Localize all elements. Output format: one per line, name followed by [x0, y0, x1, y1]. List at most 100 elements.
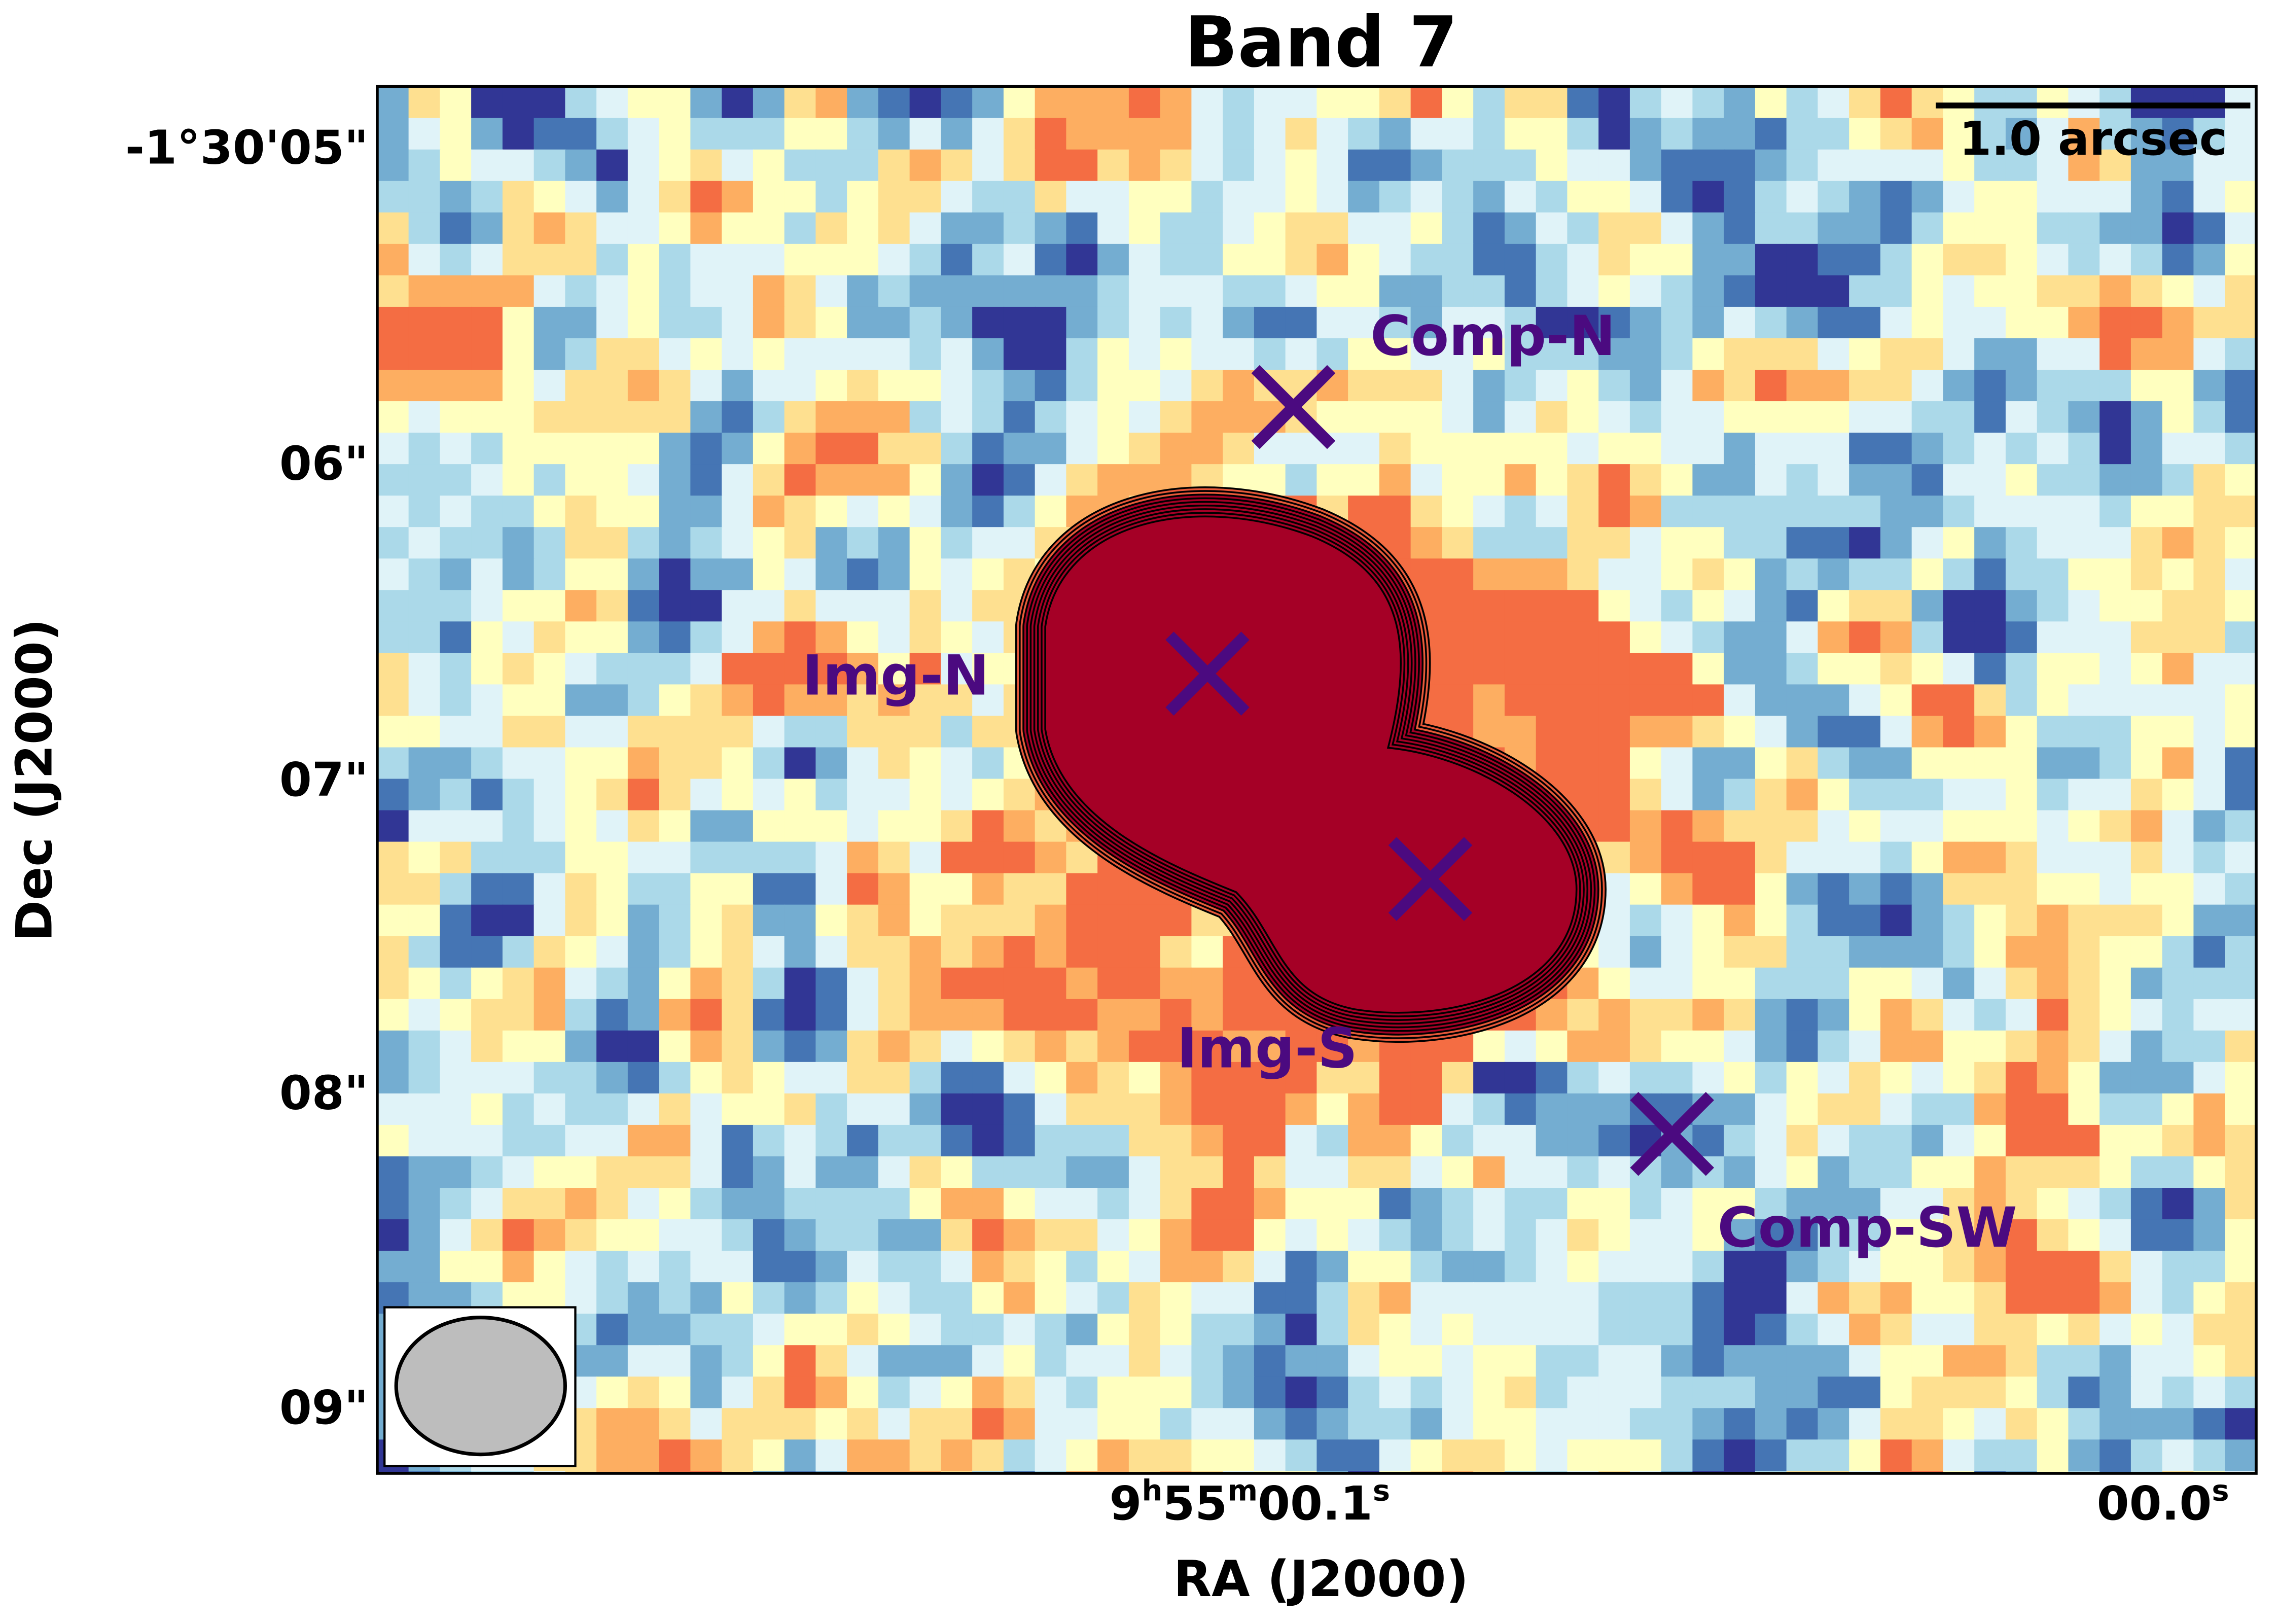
pixel — [941, 747, 973, 780]
pixel — [1066, 212, 1098, 245]
pixel — [1661, 904, 1693, 937]
pixel — [1410, 338, 1443, 371]
pixel — [941, 1219, 973, 1252]
pixel — [815, 779, 848, 811]
pixel — [471, 999, 504, 1032]
pixel — [1410, 370, 1443, 402]
pixel — [1035, 1062, 1067, 1095]
pixel — [815, 275, 848, 308]
pixel — [377, 904, 410, 937]
pixel — [690, 306, 723, 339]
pixel — [753, 1156, 786, 1189]
pixel — [815, 684, 848, 717]
pixel — [408, 684, 441, 717]
pixel — [815, 464, 848, 497]
pixel — [1504, 1093, 1537, 1126]
pixel — [815, 999, 848, 1032]
pixel — [753, 1314, 786, 1346]
pixel — [377, 590, 410, 622]
pixel — [2130, 527, 2163, 559]
pixel — [627, 967, 660, 1000]
pixel — [1442, 118, 1474, 151]
pixel — [1755, 716, 1788, 748]
pixel — [1442, 1345, 1474, 1378]
pixel — [722, 433, 754, 465]
pixel — [1348, 86, 1380, 119]
pixel — [2162, 1282, 2194, 1315]
pixel — [722, 401, 754, 434]
pixel — [1598, 999, 1631, 1032]
pixel — [565, 1251, 597, 1283]
pixel — [2037, 1376, 2069, 1409]
pixel — [1629, 1030, 1662, 1063]
pixel — [2099, 1282, 2132, 1315]
pixel — [659, 1219, 691, 1252]
pixel — [659, 338, 691, 371]
pixel — [1035, 1219, 1067, 1252]
pixel — [1661, 118, 1693, 151]
pixel — [1598, 590, 1631, 622]
pixel — [627, 621, 660, 654]
pixel — [2068, 306, 2101, 339]
pixel — [1755, 212, 1788, 245]
pixel — [627, 1314, 660, 1346]
pixel — [2130, 496, 2163, 528]
pixel — [1473, 1188, 1506, 1220]
pixel — [1629, 841, 1662, 874]
pixel — [1818, 716, 1850, 748]
pixel — [1911, 1219, 1944, 1252]
pixel — [1911, 1251, 1944, 1283]
pixel — [1348, 1093, 1380, 1126]
pixel — [1097, 401, 1130, 434]
pixel — [690, 118, 723, 151]
pixel — [533, 275, 566, 308]
pixel — [2256, 590, 2278, 622]
pixel — [972, 747, 1005, 780]
pixel — [1818, 904, 1850, 937]
pixel — [690, 1376, 723, 1409]
pixel — [1724, 1314, 1756, 1346]
pixel — [627, 1439, 660, 1472]
pixel — [972, 653, 1005, 685]
pixel — [815, 841, 848, 874]
pixel — [722, 1156, 754, 1189]
pixel — [533, 936, 566, 969]
pixel — [1943, 1062, 1975, 1095]
pixel — [2130, 433, 2163, 465]
pixel — [1536, 1219, 1568, 1252]
pixel — [659, 558, 691, 591]
pixel — [722, 1030, 754, 1063]
pixel — [1880, 181, 1913, 214]
pixel — [1442, 1314, 1474, 1346]
pixel — [1035, 1376, 1067, 1409]
pixel — [2162, 1251, 2194, 1283]
pixel — [847, 779, 879, 811]
pixel — [533, 433, 566, 465]
pixel — [1410, 1188, 1443, 1220]
pixel — [1724, 401, 1756, 434]
pixel — [1191, 181, 1224, 214]
pixel — [2193, 149, 2226, 182]
pixel — [1880, 243, 1913, 276]
pixel — [690, 1188, 723, 1220]
pixel — [1598, 967, 1631, 1000]
pixel — [784, 1376, 816, 1409]
pixel — [1786, 810, 1819, 843]
pixel — [440, 779, 472, 811]
pixel — [2099, 590, 2132, 622]
pixel — [1035, 181, 1067, 214]
pixel — [565, 558, 597, 591]
pixel — [1379, 1124, 1412, 1157]
pixel — [1097, 1188, 1130, 1220]
pixel — [565, 243, 597, 276]
pixel — [471, 590, 504, 622]
pixel — [1003, 464, 1036, 497]
pixel — [2068, 275, 2101, 308]
pixel — [1003, 306, 1036, 339]
pixel — [1818, 149, 1850, 182]
pixel — [1692, 779, 1725, 811]
pixel — [2068, 936, 2101, 969]
pixel — [1567, 684, 1599, 717]
pixel — [1223, 1093, 1255, 1126]
